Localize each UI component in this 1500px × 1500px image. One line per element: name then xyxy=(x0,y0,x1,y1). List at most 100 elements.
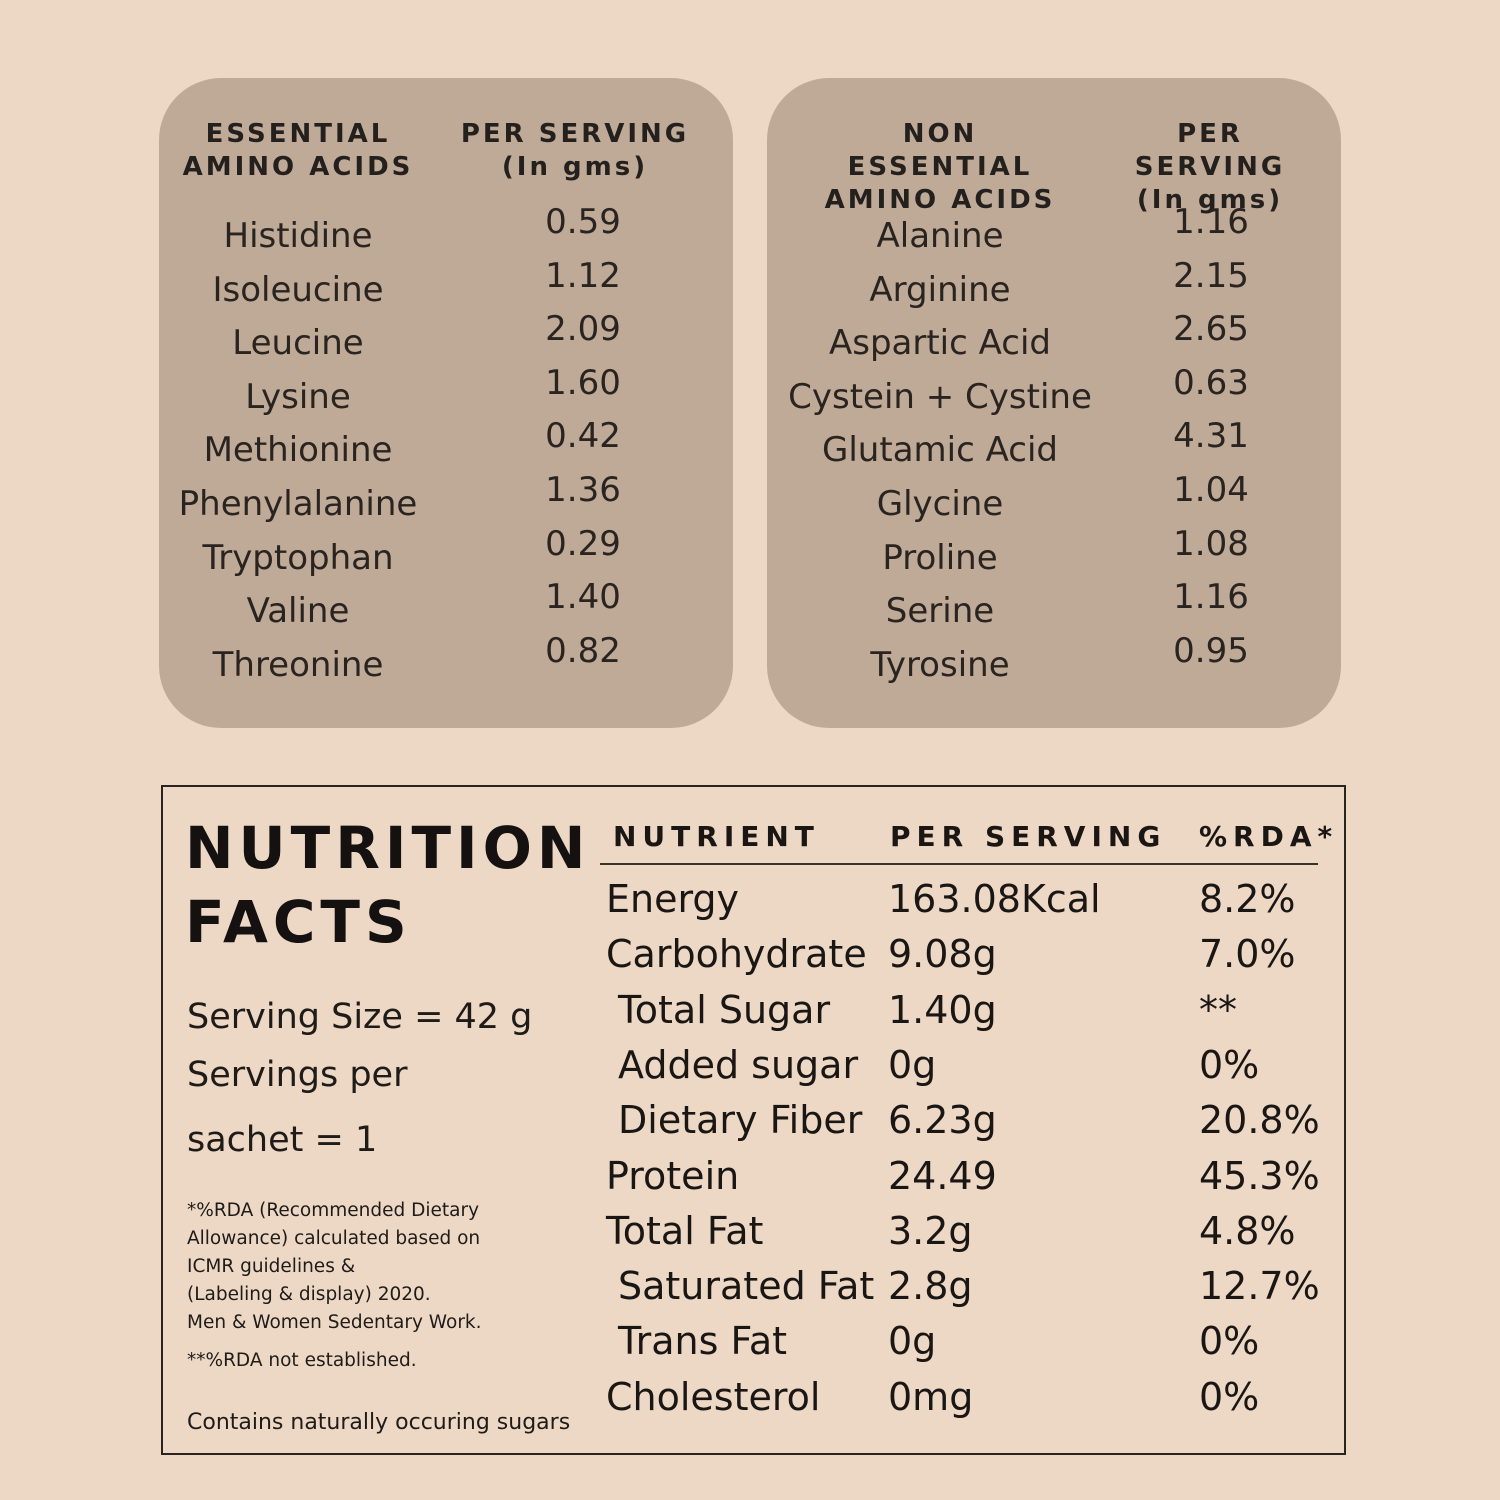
amino-acid-name: Isoleucine xyxy=(212,269,384,310)
amino-acid-row: Lysine 1.60 xyxy=(159,363,733,429)
per-serving-column-header: PER SERVING xyxy=(890,820,1167,853)
amino-acid-row: Tryptophan 0.29 xyxy=(159,524,733,590)
amino-acid-value: 0.29 xyxy=(545,523,621,564)
nutrient-row: Cholesterol 0mg 0% xyxy=(163,1373,1343,1428)
amino-acid-name: Valine xyxy=(246,591,350,632)
amino-acid-name: Cystein + Cystine xyxy=(788,376,1092,417)
nonessential-header-name: NON ESSENTIAL AMINO ACIDS xyxy=(824,119,1056,215)
servings-per: Servings per xyxy=(187,1055,408,1095)
nutrient-value: 24.49 xyxy=(888,1153,997,1198)
nutrient-rda: 4.8% xyxy=(1199,1208,1296,1253)
amino-acid-row: Isoleucine 1.12 xyxy=(159,256,733,322)
amino-acid-row: Methionine 0.42 xyxy=(159,416,733,482)
nutrient-name: Cholesterol xyxy=(606,1374,821,1419)
amino-acid-value: 1.36 xyxy=(545,470,621,510)
amino-acid-value: 2.09 xyxy=(545,309,621,350)
nutrient-name: Added sugar xyxy=(618,1042,859,1087)
amino-acid-name: Leucine xyxy=(232,323,364,364)
amino-acid-value: 1.16 xyxy=(1173,202,1249,242)
nutrient-row: Protein 24.49 45.3% xyxy=(163,1152,1343,1207)
rda-column-header: %RDA* xyxy=(1199,820,1339,853)
amino-acid-value: 1.40 xyxy=(545,577,621,618)
amino-acid-value: 1.04 xyxy=(1173,470,1249,510)
amino-acid-row: Glutamic Acid 4.31 xyxy=(767,416,1341,482)
nutrition-facts-box: NUTRITION FACTS Serving Size = 42 g Serv… xyxy=(161,785,1346,1455)
amino-acid-row: Alanine 1.16 xyxy=(767,202,1341,268)
amino-acid-name: Aspartic Acid xyxy=(828,323,1052,364)
amino-acid-value: 1.08 xyxy=(1173,523,1249,564)
amino-acid-row: Arginine 2.15 xyxy=(767,256,1341,322)
nutrient-name: Total Sugar xyxy=(618,987,831,1032)
rda-not-established-note: **%RDA not established. xyxy=(187,1350,417,1371)
amino-acid-name: Tryptophan xyxy=(202,537,394,578)
nutrient-value: 0g xyxy=(888,1042,937,1087)
nutrient-value: 3.2g xyxy=(888,1208,973,1253)
amino-acid-row: Proline 1.08 xyxy=(767,524,1341,590)
amino-acid-value: 2.65 xyxy=(1173,309,1249,350)
nutrient-rda: 8.2% xyxy=(1199,877,1296,921)
nutrient-row: Trans Fat 0g 0% xyxy=(163,1317,1343,1372)
amino-acid-row: Histidine 0.59 xyxy=(159,202,733,268)
nutrient-name: Dietary Fiber xyxy=(618,1098,863,1143)
nutrient-value: 2.8g xyxy=(888,1264,973,1309)
amino-acid-value: 0.42 xyxy=(545,416,621,457)
amino-acid-name: Alanine xyxy=(876,216,1004,256)
essential-header-value: PER SERVING (In gms) xyxy=(460,119,690,182)
nutrient-row: Saturated Fat 2.8g 12.7% xyxy=(163,1262,1343,1317)
nutrient-rda: 7.0% xyxy=(1199,932,1296,977)
amino-acid-name: Methionine xyxy=(203,430,393,471)
amino-acid-row: Aspartic Acid 2.65 xyxy=(767,309,1341,375)
nutrient-name: Total Fat xyxy=(606,1208,764,1253)
nutrient-rda: 45.3% xyxy=(1199,1153,1320,1198)
amino-acid-row: Phenylalanine 1.36 xyxy=(159,470,733,536)
amino-acid-row: Leucine 2.09 xyxy=(159,309,733,375)
amino-acid-name: Glutamic Acid xyxy=(822,430,1058,471)
amino-acid-value: 4.31 xyxy=(1173,416,1249,457)
nutrient-value: 9.08g xyxy=(888,932,997,977)
amino-acid-value: 0.63 xyxy=(1173,362,1249,403)
amino-acid-value: 0.59 xyxy=(545,202,621,242)
amino-acid-row: Threonine 0.82 xyxy=(159,631,733,697)
nutrient-rda: 0% xyxy=(1199,1374,1260,1419)
serving-size: Serving Size = 42 g xyxy=(187,997,533,1037)
nutrient-column-header: NUTRIENT xyxy=(613,820,820,853)
amino-acid-value: 0.82 xyxy=(545,630,621,671)
amino-acid-name: Tyrosine xyxy=(870,644,1010,685)
nutrient-row: Energy 163.08Kcal 8.2% xyxy=(163,875,1343,930)
amino-acid-value: 0.95 xyxy=(1173,630,1249,671)
servings-per-sachet: sachet = 1 xyxy=(187,1120,378,1160)
amino-acid-name: Phenylalanine xyxy=(178,484,418,524)
nutrient-rda: 20.8% xyxy=(1199,1098,1320,1143)
amino-acid-name: Serine xyxy=(885,591,995,632)
nutrient-name: Energy xyxy=(606,877,740,921)
amino-acid-row: Cystein + Cystine 0.63 xyxy=(767,363,1341,429)
essential-amino-acids-panel: ESSENTIAL AMINO ACIDS PER SERVING (In gm… xyxy=(159,78,733,728)
rda-footnote: *%RDA (Recommended Dietary Allowance) ca… xyxy=(187,1200,482,1333)
nutrient-name: Trans Fat xyxy=(618,1319,788,1364)
amino-acid-name: Threonine xyxy=(212,644,384,685)
nutrient-row: Dietary Fiber 6.23g 20.8% xyxy=(163,1096,1343,1151)
nutrient-row: Carbohydrate 9.08g 7.0% xyxy=(163,930,1343,985)
essential-header-name: ESSENTIAL AMINO ACIDS xyxy=(182,119,414,182)
amino-acid-value: 1.16 xyxy=(1173,577,1249,618)
nutrient-rda: 0% xyxy=(1199,1319,1260,1364)
amino-acid-value: 2.15 xyxy=(1173,255,1249,296)
amino-acid-row: Valine 1.40 xyxy=(159,577,733,643)
nutrient-value: 0g xyxy=(888,1319,937,1364)
amino-acid-row: Serine 1.16 xyxy=(767,577,1341,643)
amino-acid-name: Arginine xyxy=(869,269,1011,310)
amino-acid-name: Histidine xyxy=(223,216,373,256)
amino-acid-value: 1.12 xyxy=(545,255,621,296)
nutrition-facts-title: NUTRITION FACTS xyxy=(185,814,591,956)
amino-acid-name: Proline xyxy=(882,537,998,578)
sugars-note: Contains naturally occuring sugars xyxy=(187,1410,571,1435)
nutrient-rda: 0% xyxy=(1199,1042,1260,1087)
nutrient-value: 0mg xyxy=(888,1374,974,1419)
nutrient-row: Added sugar 0g 0% xyxy=(163,1041,1343,1096)
amino-acid-name: Lysine xyxy=(245,376,351,417)
amino-acid-name: Glycine xyxy=(876,484,1004,524)
nutrient-name: Saturated Fat xyxy=(618,1264,875,1309)
nutrient-value: 1.40g xyxy=(888,987,997,1032)
header-divider xyxy=(600,863,1318,865)
amino-acid-row: Tyrosine 0.95 xyxy=(767,631,1341,697)
